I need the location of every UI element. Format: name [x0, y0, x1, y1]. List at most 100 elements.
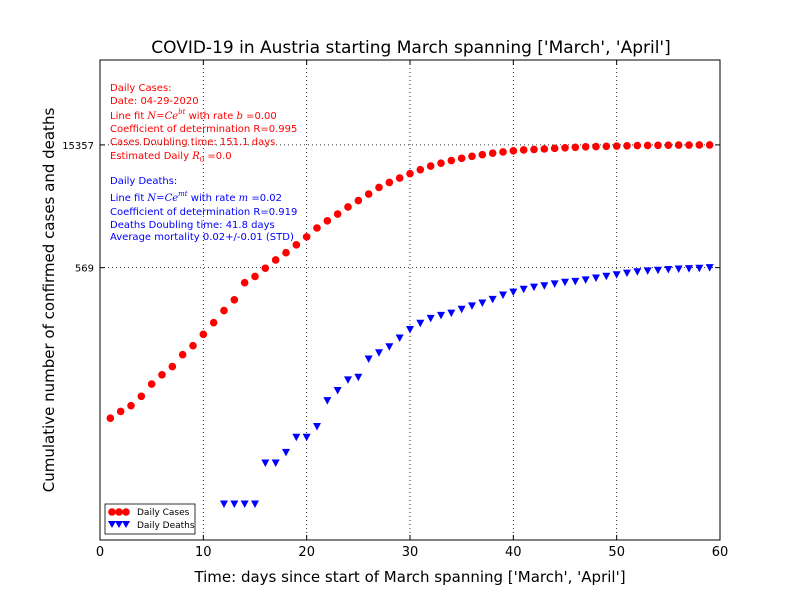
cases-point: [158, 371, 166, 379]
x-tick-label: 60: [712, 545, 729, 560]
cases-point: [457, 154, 466, 163]
cases-annotation-r0: Estimated Daily R0 =0.0: [110, 151, 232, 164]
cases-point: [271, 256, 280, 264]
cases-point: [519, 146, 528, 154]
legend-label-cases: Daily Cases: [137, 508, 190, 518]
deaths-fit-rate-var: m: [239, 193, 248, 204]
deaths-point: [292, 433, 301, 442]
cases-point: [147, 380, 156, 388]
cases-point: [375, 183, 383, 192]
deaths-point: [654, 266, 662, 275]
cases-point: [602, 142, 611, 151]
cases-fit-rate-var: b: [237, 111, 243, 122]
deaths-point: [488, 295, 497, 304]
cases-annotation-fit: Line fit N=Cebt with rate b =0.00: [110, 108, 277, 122]
deaths-point: [571, 277, 580, 286]
cases-point: [416, 165, 425, 174]
deaths-point: [282, 448, 290, 457]
cases-point: [561, 144, 569, 152]
deaths-point: [385, 343, 394, 351]
deaths-point: [685, 265, 693, 273]
deaths-point: [416, 319, 425, 328]
cases-point: [488, 149, 497, 157]
cases-point: [199, 330, 208, 339]
deaths-annotation-title: Daily Deaths:: [110, 176, 177, 187]
deaths-point: [519, 285, 528, 294]
cases-point: [189, 341, 197, 350]
y-tick-label: 15357: [62, 141, 94, 152]
cases-annotation-doubling: Cases Doubling time: 151.1 days: [110, 137, 275, 148]
cases-point: [499, 148, 507, 156]
cases-point: [426, 162, 435, 170]
deaths-point: [364, 355, 373, 363]
y-tick-labels: 569 15357: [62, 141, 94, 275]
x-tick-label: 20: [298, 545, 315, 560]
cases-fit-prefix: Line fit: [110, 111, 147, 122]
cases-fit-formula-eq: =: [156, 111, 164, 122]
cases-point: [550, 144, 559, 153]
cases-point: [633, 141, 642, 150]
deaths-point: [550, 280, 559, 288]
deaths-annotation-mortality: Average mortality 0.02+/-0.01 (STD): [110, 232, 294, 243]
deaths-point: [437, 311, 445, 320]
deaths-fit-formula-c: Ce: [165, 193, 179, 204]
cases-point: [571, 143, 580, 152]
deaths-point: [395, 334, 404, 343]
deaths-point: [633, 268, 642, 276]
deaths-annotation-r: Coefficient of determination R=0.919: [110, 207, 297, 218]
cases-point: [612, 142, 621, 150]
cases-point: [385, 178, 394, 187]
cases-point: [261, 264, 270, 273]
cases-point: [313, 224, 321, 232]
deaths-point: [540, 282, 549, 290]
cases-point: [447, 156, 456, 165]
cases-point: [220, 306, 228, 315]
x-tick-label: 30: [402, 545, 419, 560]
cases-point: [168, 362, 177, 371]
cases-point: [178, 350, 187, 359]
deaths-point: [530, 283, 538, 292]
deaths-point: [375, 349, 383, 357]
cases-r0-value: =0.0: [204, 151, 231, 162]
cases-point: [344, 203, 352, 211]
cases-point: [581, 142, 590, 151]
deaths-fit-prefix: Line fit: [110, 193, 147, 204]
cases-point: [643, 141, 652, 150]
deaths-point: [674, 265, 683, 273]
cases-point: [395, 174, 404, 182]
cases-point: [240, 278, 249, 287]
x-tick-label: 40: [505, 545, 522, 560]
deaths-point: [478, 299, 487, 308]
cases-r0-prefix: Estimated Daily: [110, 151, 192, 162]
deaths-point: [499, 291, 507, 300]
deaths-fit-formula: N: [146, 193, 157, 204]
chart-title: COVID-19 in Austria starting March spann…: [151, 38, 670, 58]
series-daily-cases: [106, 141, 714, 422]
cases-fit-rate-value: =0.00: [243, 111, 277, 122]
deaths-point: [643, 267, 652, 275]
cases-annotation: Daily Cases: Date: 04-29-2020 Line fit N…: [110, 83, 297, 164]
cases-fit-exponent: bt: [178, 108, 185, 116]
x-axis-label: Time: days since start of March spanning…: [193, 568, 625, 586]
deaths-point: [344, 376, 352, 384]
cases-fit-formula: N: [146, 111, 157, 122]
legend-marker-cases: [108, 508, 130, 516]
cases-r0-var: R: [191, 151, 200, 162]
x-tick-label: 50: [608, 545, 625, 560]
legend-label-deaths: Daily Deaths: [137, 521, 195, 531]
deaths-point: [623, 269, 631, 278]
x-tick-label: 0: [96, 545, 104, 560]
cases-r0-subscript: 0: [200, 156, 204, 164]
deaths-point: [271, 459, 280, 468]
deaths-point: [426, 314, 435, 323]
deaths-point: [220, 500, 228, 508]
legend-deaths-triangle: [108, 521, 116, 528]
cases-point: [137, 392, 146, 401]
deaths-point: [509, 288, 518, 297]
cases-point: [530, 145, 538, 154]
cases-annotation-title: Daily Cases:: [110, 83, 172, 94]
cases-point: [406, 169, 414, 178]
deaths-fit-exponent: mt: [178, 190, 188, 198]
deaths-point: [302, 433, 311, 442]
